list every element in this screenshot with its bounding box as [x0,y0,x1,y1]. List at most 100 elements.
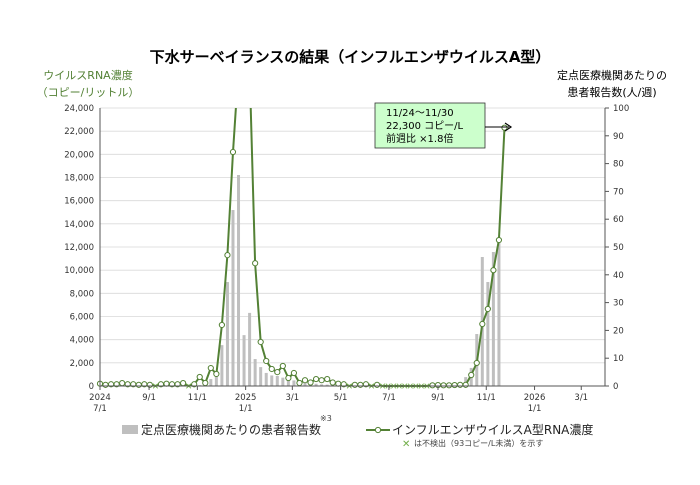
data-point [252,260,259,267]
data-point [207,364,214,372]
left-tick-label: 4,000 [70,336,94,346]
x-tick-label: 7/1 [382,393,396,403]
bar [464,377,468,386]
right-tick-label: 30 [613,299,624,309]
legend-line-marker [374,426,382,434]
data-point [329,379,336,386]
legend-nondetect-note: は不検出（93コピー/L未満）を示す [414,438,543,448]
right-axis-label-2: 患者報告数(人/週) [567,86,656,99]
data-point [451,381,458,389]
chart-title: 下水サーベイランスの結果（インフルエンザウイルスA型） [150,48,551,66]
x-tick-label: 11/1 [188,393,207,403]
data-point [268,365,275,373]
data-point [146,381,153,388]
right-tick-label: 100 [613,104,629,114]
x-tick-label: 2025 [235,393,257,403]
data-point [484,305,491,313]
annotation-line-2: 22,300 コピー/L [386,120,464,132]
left-tick-label: 18,000 [64,174,94,184]
data-point [357,381,364,388]
x-tick-label-2: 1/1 [528,404,542,414]
x-tick-label: 2024 [89,393,111,403]
x-tick-label: 3/1 [285,393,299,403]
legend-line-label: インフルエンザウイルスA型RNA濃度 [392,422,593,437]
bar [214,372,218,386]
annotation-box [374,102,486,149]
data-point [229,148,237,156]
x-tick-label-2: 7/1 [93,404,107,414]
bar [303,382,307,386]
bar [209,379,213,386]
left-tick-label: 12,000 [64,243,94,253]
data-point [468,371,475,379]
nondetect-x-icon: ✕ [402,439,410,450]
data-point [218,321,225,329]
bar [231,210,235,386]
right-tick-label: 60 [613,215,624,225]
x-tick-label-2: 1/1 [239,404,253,414]
data-point [196,373,203,381]
right-tick-label: 0 [613,382,618,392]
bar [264,372,268,386]
x-tick-label: 2026 [524,393,546,403]
left-tick-label: 22,000 [64,127,94,137]
left-tick-label: 10,000 [64,266,94,276]
data-point [224,252,231,259]
data-point [202,379,209,387]
bar [325,384,329,386]
legend-bar-note: ※3 [320,414,332,423]
bar [270,375,274,386]
bar [497,243,501,386]
x-tick-label: 3/1 [574,393,588,403]
data-point [257,338,264,346]
data-point [307,379,314,386]
data-point [445,382,453,389]
data-point [324,375,331,383]
x-tick-label: 9/1 [142,393,156,403]
data-point [318,377,325,384]
left-axis-label-1: ウイルスRNA濃度 [43,68,132,82]
legend-bar-swatch [122,425,138,434]
data-point [373,381,381,388]
data-point [213,370,220,378]
bar [314,383,318,386]
bar [220,345,224,386]
bar [242,335,246,386]
data-point [279,362,286,370]
data-point [501,124,508,131]
data-point [285,374,292,382]
right-tick-label: 90 [613,132,624,142]
bar [281,377,285,386]
left-axis-label-2: （コピー/リットル） [37,86,140,99]
x-tick-label: 11/1 [477,393,496,403]
legend: 定点医療機関あたりの患者報告数 ※3 インフルエンザウイルスA型RNA濃度 ✕ … [122,414,593,450]
left-tick-label: 2,000 [70,359,94,369]
left-tick-label: 16,000 [64,197,94,207]
data-point [479,320,486,328]
data-point [457,381,464,388]
data-point [490,267,497,274]
data-point [180,380,187,387]
data-point [296,379,303,387]
bar [237,174,241,386]
right-tick-label: 40 [613,271,624,281]
bar [259,367,263,386]
left-tick-label: 6,000 [70,313,94,323]
bar [491,252,495,386]
bar [248,312,252,386]
left-tick-label: 20,000 [64,150,94,160]
data-point [102,381,109,388]
bar [486,282,490,386]
data-point [312,375,320,383]
bar [292,380,296,386]
data-point [473,359,480,367]
left-tick-label: 24,000 [64,104,94,114]
bar [275,375,279,386]
x-tick-label: 9/1 [431,393,445,403]
right-tick-label: 10 [613,354,624,364]
data-point [495,236,503,244]
bar [253,359,257,386]
bar [320,384,324,386]
